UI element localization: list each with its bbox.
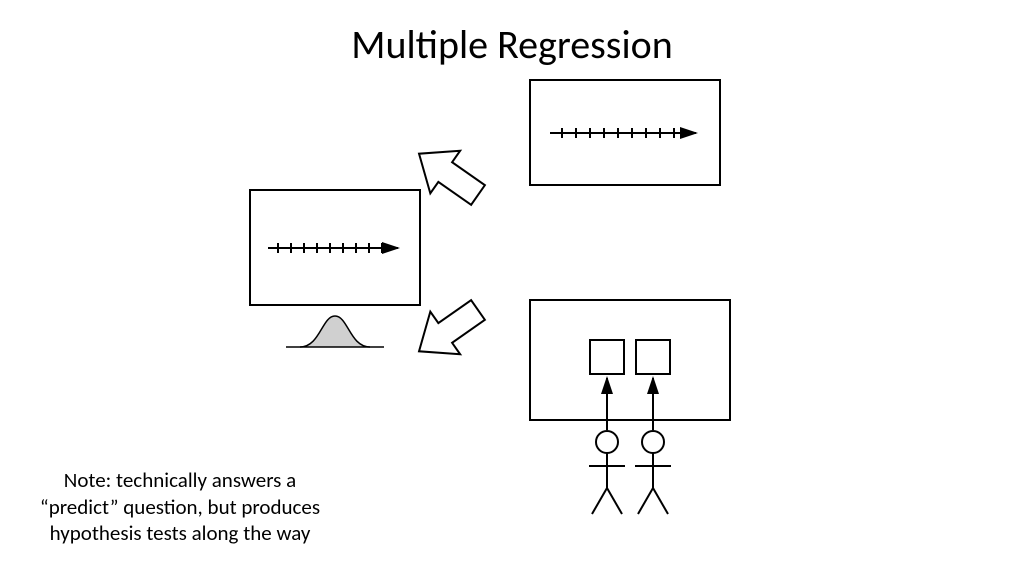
bell-curve-icon bbox=[286, 316, 384, 347]
input-box-top bbox=[530, 80, 720, 185]
small-box bbox=[636, 340, 670, 374]
block-arrow-icon bbox=[404, 289, 493, 373]
monitor bbox=[250, 190, 420, 347]
person-icon bbox=[589, 431, 625, 514]
number-line-icon bbox=[550, 128, 696, 138]
small-box bbox=[590, 340, 624, 374]
diagram-svg bbox=[0, 0, 1024, 576]
person-icon bbox=[635, 431, 671, 514]
number-line-icon bbox=[268, 243, 398, 253]
block-arrow-icon bbox=[404, 132, 493, 216]
input-box-bottom bbox=[530, 300, 730, 430]
